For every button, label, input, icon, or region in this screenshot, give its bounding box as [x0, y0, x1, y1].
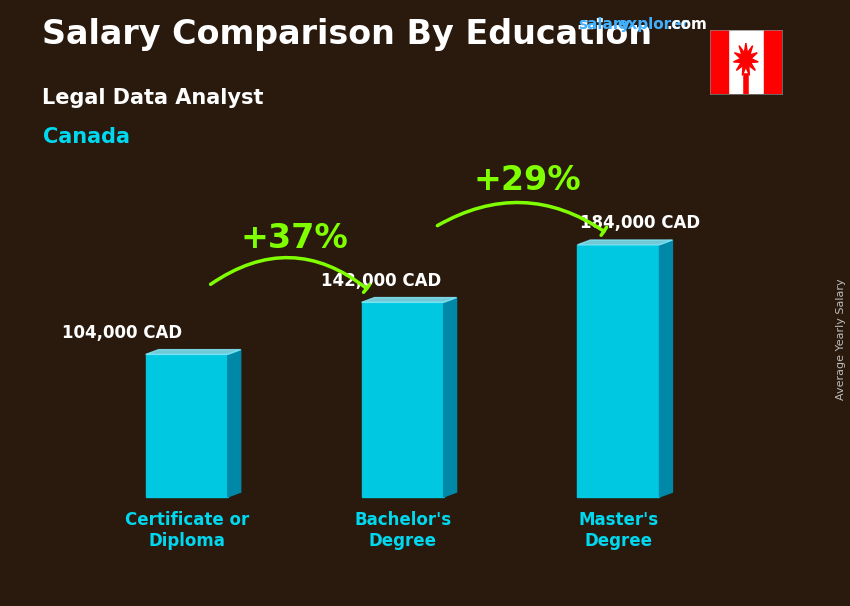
Polygon shape	[145, 350, 241, 355]
Bar	[764, 30, 782, 94]
Polygon shape	[361, 298, 456, 302]
Polygon shape	[577, 240, 672, 245]
Text: salary: salary	[578, 17, 631, 32]
Text: +37%: +37%	[241, 222, 348, 255]
Text: 142,000 CAD: 142,000 CAD	[321, 272, 441, 290]
Text: Salary Comparison By Education: Salary Comparison By Education	[42, 18, 653, 51]
Polygon shape	[660, 240, 672, 497]
Text: Legal Data Analyst: Legal Data Analyst	[42, 88, 264, 108]
Bar	[710, 30, 728, 94]
Polygon shape	[734, 43, 758, 75]
Text: explorer: explorer	[617, 17, 689, 32]
Text: 104,000 CAD: 104,000 CAD	[62, 324, 182, 342]
Text: +29%: +29%	[474, 164, 581, 197]
Text: Average Yearly Salary: Average Yearly Salary	[836, 279, 846, 400]
Bar	[145, 355, 228, 497]
Text: Canada: Canada	[42, 127, 129, 147]
Polygon shape	[444, 298, 456, 497]
Polygon shape	[228, 350, 241, 497]
Text: .com: .com	[666, 17, 707, 32]
Bar	[577, 245, 660, 497]
Text: 184,000 CAD: 184,000 CAD	[580, 215, 700, 232]
Bar	[361, 302, 444, 497]
